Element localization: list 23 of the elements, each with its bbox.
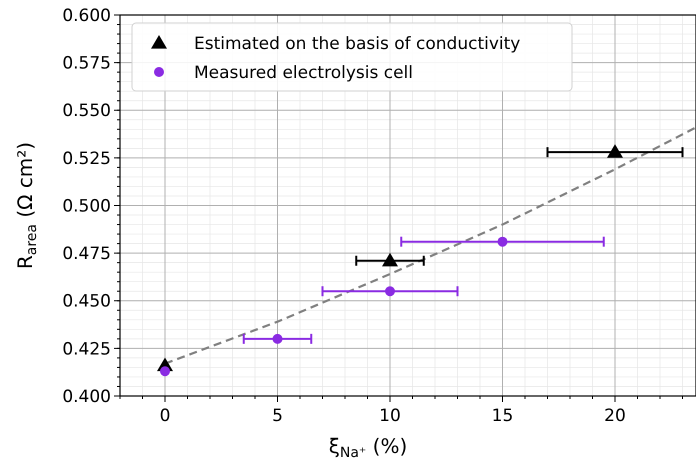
y-tick-label: 0.425 — [62, 339, 111, 360]
x-axis-title: ξ$_{Na⁺}$ (%) — [328, 434, 408, 460]
point — [382, 252, 398, 266]
x-tick-label: 15 — [492, 406, 514, 426]
point — [607, 144, 623, 158]
y-tick-label: 0.575 — [62, 54, 111, 74]
y-tick-label: 0.400 — [62, 386, 111, 407]
point — [498, 236, 508, 247]
y-tick-label: 0.475 — [62, 244, 111, 264]
y-tick-label: 0.450 — [62, 292, 111, 312]
legend-label: Measured electrolysis cell — [194, 62, 413, 83]
x-tick-label: 5 — [272, 406, 283, 426]
x-tick-label: 10 — [379, 406, 401, 426]
x-tick-label: 20 — [604, 406, 626, 426]
point — [160, 366, 170, 376]
y-tick-label: 0.600 — [62, 6, 111, 26]
point — [272, 334, 282, 344]
y-tick-label: 0.550 — [62, 101, 111, 122]
point — [385, 286, 395, 296]
y-tick-label: 0.525 — [62, 148, 111, 169]
y-tick-label: 0.500 — [62, 196, 111, 216]
x-tick-label: 0 — [160, 406, 170, 426]
legend-label: Estimated on the basis of conductivity — [194, 34, 520, 54]
